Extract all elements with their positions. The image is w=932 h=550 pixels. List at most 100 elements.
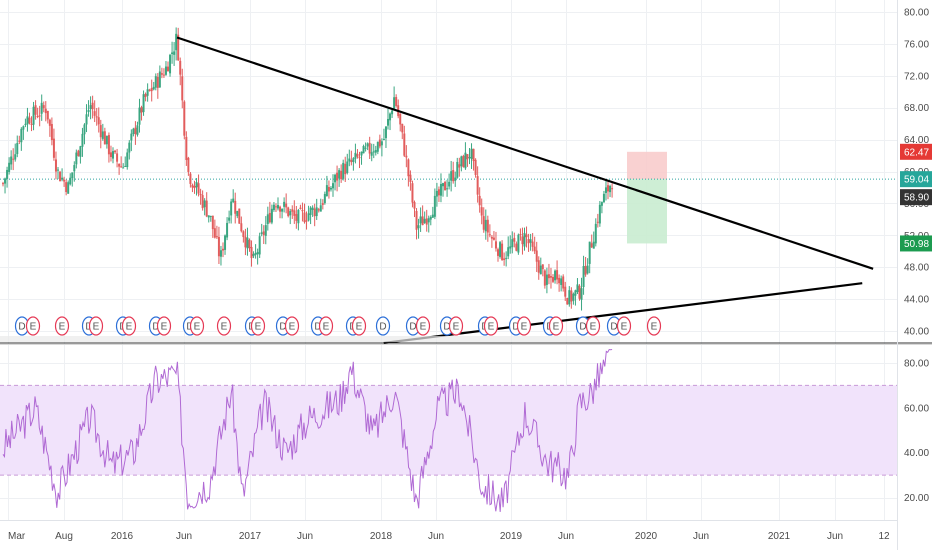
earnings-marker[interactable]: E xyxy=(25,316,41,336)
earnings-marker[interactable]: E xyxy=(88,316,104,336)
support-trendline[interactable] xyxy=(383,282,863,345)
candle-body xyxy=(18,140,21,142)
position-tool[interactable] xyxy=(0,151,897,244)
candle-body xyxy=(600,202,603,206)
candle-body xyxy=(299,207,302,209)
candle xyxy=(552,274,555,284)
badge-background xyxy=(900,235,932,252)
stop-loss-zone[interactable] xyxy=(627,151,667,180)
dividend-marker[interactable]: D xyxy=(375,316,391,336)
earnings-marker[interactable]: E xyxy=(318,316,334,336)
candle xyxy=(77,149,80,157)
time-tick-label: 2017 xyxy=(239,531,262,542)
candle xyxy=(346,153,349,175)
earnings-marker[interactable]: E xyxy=(415,316,431,336)
event-marker-circle xyxy=(88,316,104,336)
candle-body xyxy=(195,182,198,188)
candle xyxy=(499,240,502,259)
earnings-marker[interactable]: E xyxy=(351,316,367,336)
candle xyxy=(336,165,339,192)
earnings-marker[interactable]: E xyxy=(483,316,499,336)
resistance-trendline[interactable] xyxy=(176,36,874,270)
candle xyxy=(543,269,546,289)
candle xyxy=(460,155,463,172)
earnings-marker[interactable]: E xyxy=(54,316,70,336)
candle xyxy=(191,183,194,193)
candle-body xyxy=(211,215,214,230)
earnings-marker[interactable]: E xyxy=(121,316,137,336)
candle xyxy=(354,143,357,164)
candle xyxy=(69,173,72,186)
candle-body xyxy=(150,88,153,92)
candle xyxy=(594,218,597,247)
candle xyxy=(152,81,155,91)
trendlines[interactable] xyxy=(176,36,874,345)
candle-body xyxy=(250,246,253,259)
candle xyxy=(217,226,220,264)
candle-body xyxy=(511,239,514,248)
candle-body xyxy=(65,182,68,193)
candle xyxy=(26,107,29,132)
candle-body xyxy=(285,203,288,208)
price-tick-label: 80.00 xyxy=(904,7,929,18)
earnings-marker[interactable]: E xyxy=(156,316,172,336)
candle-body xyxy=(246,237,249,249)
rsi-tick-label: 20.00 xyxy=(904,493,929,504)
candle xyxy=(366,142,369,151)
candle-body xyxy=(224,235,227,250)
candle xyxy=(417,218,420,239)
candle-body xyxy=(588,241,591,264)
candle xyxy=(75,149,78,169)
earnings-marker[interactable]: E xyxy=(189,316,205,336)
candle-body xyxy=(126,152,129,168)
badge-background xyxy=(900,143,932,160)
candle-body xyxy=(435,190,438,197)
candle-body xyxy=(238,208,241,224)
earnings-marker[interactable]: E xyxy=(448,316,464,336)
candle-body xyxy=(497,249,500,256)
candle-body xyxy=(248,239,251,249)
candle-body xyxy=(576,284,579,292)
candle xyxy=(148,88,151,92)
candle xyxy=(535,241,538,272)
candle-body xyxy=(482,216,485,230)
candle xyxy=(515,241,518,252)
earnings-marker[interactable]: E xyxy=(585,316,601,336)
candle xyxy=(519,228,522,241)
candle-body xyxy=(523,232,526,247)
earnings-marker[interactable]: E xyxy=(216,316,232,336)
dividend-marker[interactable]: D xyxy=(14,316,30,336)
time-tick-label: Jun xyxy=(428,531,444,542)
candle-body xyxy=(128,142,131,153)
event-marker-letter: E xyxy=(289,322,296,333)
candle-body xyxy=(171,52,174,55)
rsi-tick-label: 60.00 xyxy=(904,403,929,414)
candle xyxy=(171,41,174,64)
event-marker-letter: D xyxy=(379,322,386,333)
candle xyxy=(156,73,159,99)
candle xyxy=(566,297,569,305)
candle-body xyxy=(552,276,555,282)
candle-body xyxy=(417,225,420,229)
candle xyxy=(362,144,365,154)
earnings-marker[interactable]: E xyxy=(516,316,532,336)
candle-body xyxy=(470,148,473,159)
candle xyxy=(511,231,514,254)
earnings-marker[interactable]: E xyxy=(250,316,266,336)
earnings-marker[interactable]: E xyxy=(548,316,564,336)
candle-body xyxy=(71,172,74,179)
candle xyxy=(433,188,436,220)
candle-body xyxy=(348,158,351,162)
time-axis[interactable]: Mar Aug 2016 Jun 2017 Jun 2018 Jun 2019 Jun 2020 Ju… xyxy=(8,531,890,542)
candle-body xyxy=(36,116,39,118)
candle-body xyxy=(291,209,294,212)
earnings-marker[interactable]: E xyxy=(616,316,632,336)
rsi-axis[interactable]: 80.00 60.00 40.00 20.00 xyxy=(904,358,929,504)
earnings-marker[interactable]: E xyxy=(284,316,300,336)
earnings-marker[interactable]: E xyxy=(646,316,662,336)
candle xyxy=(65,179,68,196)
candle xyxy=(517,233,520,255)
current-price-badge: 59.04 xyxy=(900,171,932,188)
candle-body xyxy=(30,123,33,125)
